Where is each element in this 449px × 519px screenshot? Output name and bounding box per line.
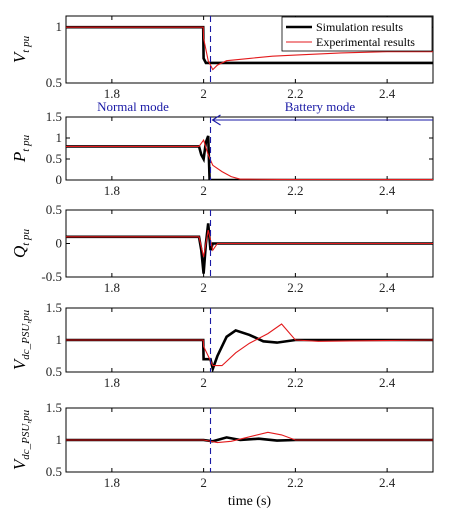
x-tick-label: 2.4 bbox=[379, 280, 396, 295]
y-axis-label: Qt pu bbox=[10, 228, 32, 258]
panels: 1.8 2 2.2 2.4 0.5 1 Vt pu Simulation resultsExp… bbox=[10, 15, 434, 509]
simulation-series-line bbox=[66, 223, 433, 274]
y-tick-label: 1 bbox=[56, 432, 63, 447]
y-tick-label: 0.5 bbox=[46, 364, 62, 379]
x-tick-label: 2 bbox=[200, 280, 207, 295]
x-tick-label: 1.8 bbox=[104, 475, 120, 490]
simulation-series-line bbox=[66, 436, 433, 443]
x-tick-label: 2.4 bbox=[379, 475, 396, 490]
y-axis-label: Vdc_PSU,pu bbox=[10, 409, 32, 470]
battery-mode-arrow bbox=[211, 114, 433, 126]
legend-entry: Experimental results bbox=[316, 35, 415, 49]
y-axis-label: Vdc_PSU,pu bbox=[10, 309, 32, 370]
simulation-series-line bbox=[66, 328, 433, 372]
y-axis-label: Vt pu bbox=[10, 35, 32, 63]
panel-1: 1.8 2 2.2 2.4 0.5 1 Vt pu Simulation resultsExp… bbox=[10, 15, 434, 101]
x-tick-label: 2.2 bbox=[287, 280, 303, 295]
x-tick-label: 2 bbox=[200, 375, 207, 390]
y-tick-label: 0.5 bbox=[46, 75, 62, 90]
legend-box bbox=[281, 16, 433, 52]
x-tick-label: 2 bbox=[200, 86, 207, 101]
y-tick-label: -0.5 bbox=[41, 269, 62, 284]
y-tick-label: 1.5 bbox=[46, 400, 62, 415]
x-tick-label: 2.4 bbox=[379, 375, 396, 390]
experimental-series-line bbox=[66, 138, 433, 180]
panel-3: 1.8 2 2.2 2.4 -0.5 0 0.5 Qt pu bbox=[10, 202, 434, 295]
x-tick-label: 2.2 bbox=[287, 183, 303, 198]
y-tick-label: 0.5 bbox=[46, 202, 62, 217]
y-tick-label: 1.5 bbox=[46, 109, 62, 124]
y-tick-label: 1 bbox=[56, 130, 63, 145]
x-tick-label: 2.2 bbox=[287, 475, 303, 490]
axes-frame bbox=[65, 116, 434, 181]
panel-4: 1.8 2 2.2 2.4 0.5 1 1.5 Vdc_PSU,pu bbox=[10, 300, 434, 390]
x-tick-label: 2 bbox=[200, 183, 207, 198]
simulation-series-line bbox=[66, 135, 433, 180]
experimental-series-line bbox=[66, 323, 433, 367]
y-tick-label: 0 bbox=[56, 172, 63, 187]
y-tick-label: 0.5 bbox=[46, 151, 62, 166]
x-tick-label: 2.4 bbox=[379, 86, 396, 101]
y-tick-label: 1 bbox=[56, 19, 63, 34]
x-tick-label: 1.8 bbox=[104, 375, 120, 390]
x-tick-label: 1.8 bbox=[104, 86, 120, 101]
y-axis-label: Pt pu bbox=[10, 134, 32, 163]
experimental-series-line bbox=[66, 26, 433, 71]
y-tick-label: 1 bbox=[56, 332, 63, 347]
y-tick-label: 0.5 bbox=[46, 464, 62, 479]
legend-entry: Simulation results bbox=[316, 20, 403, 34]
x-tick-label: 1.8 bbox=[104, 183, 120, 198]
experimental-series-line bbox=[66, 229, 433, 258]
overlay: Normal mode Battery mode bbox=[97, 99, 433, 126]
x-tick-label: 2.4 bbox=[379, 183, 396, 198]
panel-2: 1.8 2 2.2 2.4 0 0.5 1 1.5 Pt pu bbox=[10, 109, 434, 198]
x-tick-label: 2.2 bbox=[287, 86, 303, 101]
axes-frame bbox=[65, 15, 434, 84]
x-tick-label: 2.2 bbox=[287, 375, 303, 390]
battery-mode-label: Battery mode bbox=[285, 99, 356, 114]
y-tick-label: 0 bbox=[56, 236, 63, 251]
x-tick-label: 2 bbox=[200, 475, 207, 490]
y-tick-label: 1.5 bbox=[46, 300, 62, 315]
x-tick-label: 1.8 bbox=[104, 280, 120, 295]
normal-mode-label: Normal mode bbox=[97, 99, 169, 114]
x-axis-label: time (s) bbox=[228, 494, 271, 509]
